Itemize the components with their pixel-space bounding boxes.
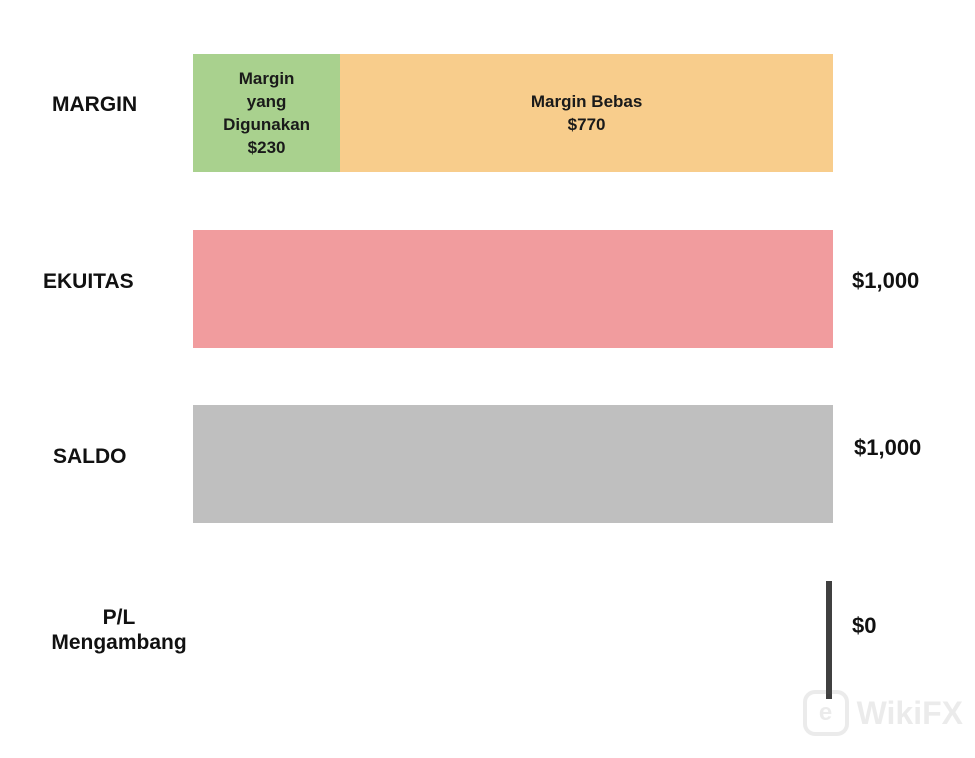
floating-pl-marker-line (826, 581, 832, 699)
watermark-text: WikiFX (856, 694, 963, 731)
balance-value: $1,000 (854, 435, 922, 460)
free-margin-amount: $770 (567, 115, 606, 134)
balance-row-label: SALDO (53, 445, 127, 468)
margin-bar: Margin yang Digunakan $230 Margin Bebas … (193, 54, 833, 172)
balance-bar (193, 405, 833, 523)
watermark: e WikiFX (802, 690, 963, 736)
floating-pl-label-line1: P/L (102, 606, 136, 629)
used-margin-label-line2: yang (246, 92, 287, 111)
floating-pl-value: $0 (852, 613, 877, 638)
used-margin-label-line1: Margin (238, 69, 295, 88)
floating-pl-label-line2: Mengambang (51, 631, 187, 654)
free-margin-label: Margin Bebas (530, 92, 643, 111)
free-margin-segment: Margin Bebas $770 (340, 54, 833, 172)
equity-bar (193, 230, 833, 348)
used-margin-amount: $230 (247, 138, 286, 157)
used-margin-segment: Margin yang Digunakan $230 (193, 54, 341, 172)
wikifx-logo-icon: e (802, 690, 849, 736)
equity-row-label: EKUITAS (43, 270, 134, 293)
used-margin-label-line3: Digunakan (223, 115, 311, 134)
floating-pl-row-label: P/L Mengambang (40, 605, 198, 655)
equity-value: $1,000 (852, 268, 920, 293)
margin-row-label: MARGIN (52, 93, 138, 116)
